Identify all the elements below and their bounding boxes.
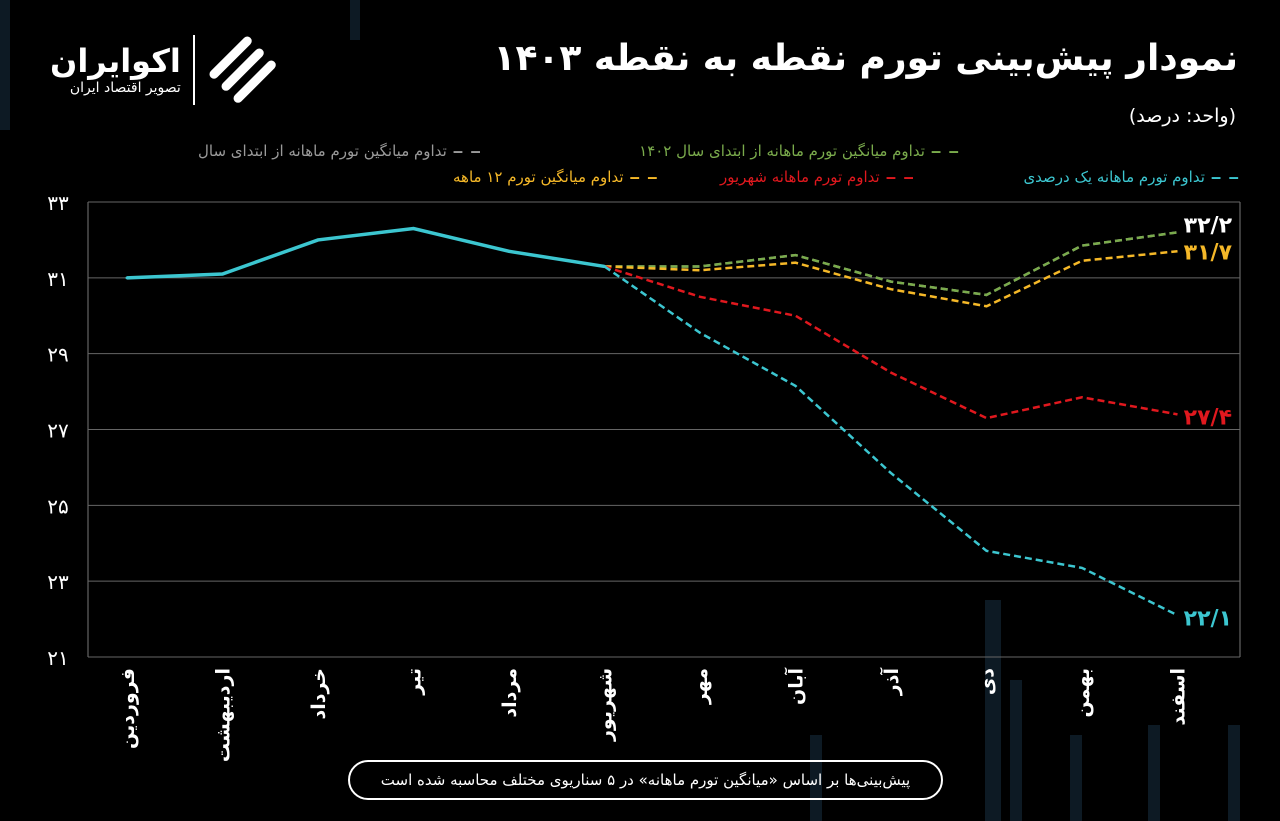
y-tick-label: ۲۱ bbox=[47, 646, 68, 670]
series-one-percent-monthly-end-label: ۲۲/۱ bbox=[1184, 606, 1232, 631]
legend-swatch: ‒ ‒ bbox=[885, 168, 915, 186]
background-decoration bbox=[1228, 725, 1240, 821]
y-tick-label: ۳۳ bbox=[47, 191, 69, 215]
legend-swatch: ‒ ‒ bbox=[930, 142, 960, 160]
legend-item-shahrivar: ‒ ‒ تداوم تورم ماهانه شهریور bbox=[720, 168, 915, 186]
x-tick-label: خرداد bbox=[308, 668, 330, 720]
background-decoration bbox=[1010, 680, 1022, 821]
legend-swatch: ‒ ‒ bbox=[629, 168, 659, 186]
legend-label: تداوم تورم ماهانه یک درصدی bbox=[1023, 168, 1205, 186]
x-tick-label: اسفند bbox=[1168, 668, 1190, 726]
series-shahrivar-monthly-end-label: ۲۷/۴ bbox=[1184, 405, 1232, 430]
logo-mark-icon bbox=[209, 36, 276, 103]
x-tick-label: آذر bbox=[879, 668, 903, 697]
series-1402-average-line bbox=[604, 231, 1178, 297]
background-decoration bbox=[0, 0, 10, 130]
x-tick-label: مرداد bbox=[499, 668, 521, 718]
logo-name: اکوایران bbox=[50, 42, 181, 81]
series-ytd-average-line bbox=[604, 231, 1178, 297]
logo: اکوایران تصویر اقتصاد ایران bbox=[50, 34, 279, 106]
legend-label: تداوم میانگین تورم ۱۲ ماهه bbox=[453, 168, 624, 186]
legend-label: تداوم میانگین تورم ماهانه از ابتدای سال bbox=[198, 142, 447, 160]
unit-label: (واحد: درصد) bbox=[1128, 105, 1236, 127]
series-one-percent-monthly-line bbox=[603, 265, 1179, 617]
x-tick-label: شهریور bbox=[595, 668, 617, 742]
background-decoration bbox=[1070, 735, 1082, 821]
y-tick-label: ۳۱ bbox=[47, 267, 68, 291]
logo-divider bbox=[192, 35, 195, 105]
series-actual-point bbox=[221, 272, 224, 276]
legend-swatch: ‒ ‒ bbox=[452, 142, 482, 160]
footer-note: پیش‌بینی‌ها بر اساس «میانگین تورم ماهانه… bbox=[348, 760, 943, 800]
series-actual-point bbox=[507, 249, 511, 253]
x-tick-label: آبان bbox=[784, 668, 808, 705]
series-1402-average-end-label: ۳۲/۲ bbox=[1184, 213, 1233, 238]
legend-item-1402-average: ‒ ‒ تداوم میانگین تورم ماهانه از ابتدای … bbox=[639, 142, 960, 160]
legend-item-12-month: ‒ ‒ تداوم میانگین تورم ۱۲ ماهه bbox=[453, 168, 659, 186]
y-tick-label: ۲۵ bbox=[47, 494, 68, 518]
legend-label: تداوم میانگین تورم ماهانه از ابتدای سال … bbox=[639, 142, 925, 160]
y-tick-label: ۲۹ bbox=[47, 343, 68, 367]
page-title: نمودار پیش‌بینی تورم نقطه به نقطه ۱۴۰۳ bbox=[493, 38, 1239, 79]
footer-note-text: پیش‌بینی‌ها بر اساس «میانگین تورم ماهانه… bbox=[380, 771, 911, 789]
y-tick-label: ۲۷ bbox=[47, 419, 69, 443]
legend-item-ytd-average: ‒ ‒ تداوم میانگین تورم ماهانه از ابتدای … bbox=[198, 142, 482, 160]
series-actual-point bbox=[603, 264, 606, 268]
legend-label: تداوم تورم ماهانه شهریور bbox=[720, 168, 880, 186]
x-tick-label: دی bbox=[977, 668, 999, 695]
background-decoration bbox=[350, 0, 360, 40]
x-tick-label: اردیبهشت bbox=[213, 668, 235, 762]
background-decoration bbox=[985, 600, 1001, 821]
legend-item-one-percent: ‒ ‒ تداوم تورم ماهانه یک درصدی bbox=[1023, 168, 1240, 186]
series-actual-point bbox=[412, 227, 415, 231]
x-tick-label: تیر bbox=[404, 668, 426, 696]
series-12-month-average-end-label: ۳۱/۷ bbox=[1184, 240, 1233, 265]
x-tick-label: مهر bbox=[690, 668, 712, 705]
x-tick-label: فروردین bbox=[117, 668, 139, 749]
series-actual-point bbox=[316, 238, 320, 242]
logo-tagline: تصویر اقتصاد ایران bbox=[69, 79, 181, 96]
y-tick-label: ۲۳ bbox=[47, 570, 69, 594]
series-actual-line bbox=[126, 226, 605, 280]
legend-swatch: ‒ ‒ bbox=[1210, 168, 1240, 186]
x-tick-label: بهمن bbox=[1072, 668, 1094, 718]
series-actual-point bbox=[125, 276, 129, 280]
background-decoration bbox=[1148, 725, 1160, 821]
series-12-month-average-line bbox=[604, 250, 1178, 308]
